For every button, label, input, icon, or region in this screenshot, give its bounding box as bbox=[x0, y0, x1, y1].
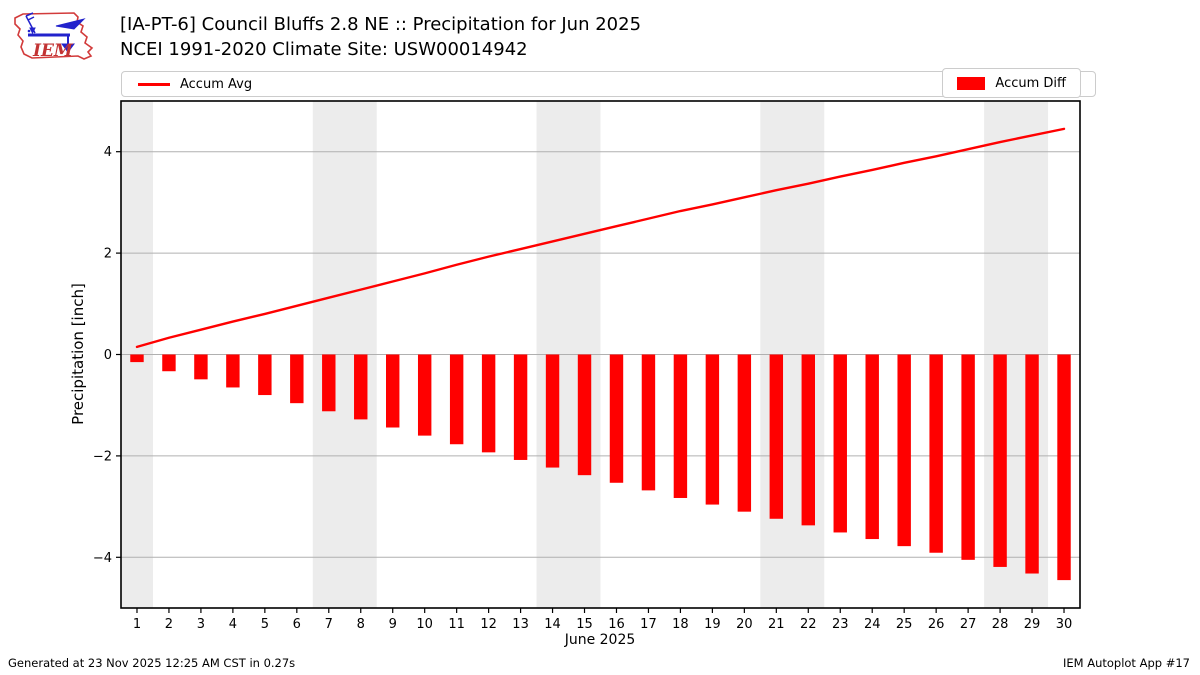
accum-diff-label: Accum Diff bbox=[995, 75, 1066, 91]
x-tick-label: 8 bbox=[357, 617, 365, 632]
y-tick-label: −4 bbox=[93, 551, 112, 566]
logo-text: IEM bbox=[32, 41, 74, 61]
weather-station-icon bbox=[25, 12, 86, 53]
x-tick-label: 18 bbox=[672, 617, 689, 632]
x-tick-label: 21 bbox=[768, 617, 785, 632]
x-tick-label: 2 bbox=[165, 617, 173, 632]
accum-diff-bar bbox=[162, 354, 176, 372]
accum-diff-bar bbox=[577, 354, 592, 476]
x-tick-label: 25 bbox=[896, 617, 913, 632]
x-tick-label: 10 bbox=[416, 617, 433, 632]
accum-diff-bar bbox=[929, 354, 943, 553]
accum-diff-bar bbox=[481, 354, 496, 453]
accum-diff-bar bbox=[897, 354, 911, 547]
accum-diff-bar bbox=[993, 354, 1007, 567]
chart-title: [IA-PT-6] Council Bluffs 2.8 NE :: Preci… bbox=[120, 14, 642, 35]
accum-diff-bar bbox=[386, 354, 400, 428]
x-tick-label: 29 bbox=[1024, 617, 1041, 632]
iowa-outline-icon bbox=[14, 12, 94, 60]
accum-diff-bar bbox=[833, 354, 847, 533]
accum-diff-bar bbox=[417, 354, 432, 436]
accum-diff-bar bbox=[705, 354, 720, 505]
x-tick-label: 28 bbox=[992, 617, 1009, 632]
accum-diff-bar bbox=[865, 354, 879, 540]
accum-avg-label: Accum Avg bbox=[180, 76, 253, 92]
accum-diff-bar bbox=[322, 354, 336, 412]
x-tick-label: 20 bbox=[736, 617, 753, 632]
accum-diff-bars bbox=[130, 354, 1071, 581]
accum-diff-bar bbox=[354, 354, 368, 420]
x-tick-label: 6 bbox=[293, 617, 301, 632]
x-tick-label: 17 bbox=[640, 617, 657, 632]
y-tick-label: −2 bbox=[93, 449, 112, 464]
x-tick-label: 11 bbox=[448, 617, 465, 632]
x-tick-label: 4 bbox=[229, 617, 237, 632]
x-tick-label: 1 bbox=[133, 617, 141, 632]
x-tick-label: 3 bbox=[197, 617, 205, 632]
chart-subtitle: NCEI 1991-2020 Climate Site: USW00014942 bbox=[120, 39, 528, 60]
x-tick-label: 14 bbox=[544, 617, 561, 632]
accum-avg-line bbox=[135, 127, 1066, 349]
x-tick-label: 23 bbox=[832, 617, 849, 632]
x-tick-label: 9 bbox=[389, 617, 397, 632]
y-tick-label: 0 bbox=[104, 348, 112, 363]
accum-diff-bar-swatch bbox=[957, 76, 986, 90]
accum-diff-bar bbox=[545, 354, 560, 468]
accum-diff-bar bbox=[961, 354, 975, 560]
x-tick-label: 16 bbox=[608, 617, 625, 632]
x-tick-label: 30 bbox=[1056, 617, 1073, 632]
app-credit: IEM Autoplot App #17 bbox=[1062, 656, 1190, 670]
x-tick-label: 15 bbox=[576, 617, 593, 632]
accum-diff-bar bbox=[641, 354, 656, 491]
y-axis-label: Precipitation [inch] bbox=[69, 283, 87, 425]
legend-accum-avg: Accum Avg bbox=[121, 71, 1096, 97]
gridlines bbox=[121, 151, 1080, 558]
x-tick-label: 13 bbox=[512, 617, 529, 632]
generated-timestamp: Generated at 23 Nov 2025 12:25 AM CST in… bbox=[8, 656, 296, 670]
y-tick-label: 4 bbox=[104, 145, 112, 160]
legend-row: Accum Avg Accum Diff bbox=[121, 68, 1096, 98]
x-axis-ticks: 1 2 3 4 5 6 7 8 9 10 11 12 13 14 15 16 17 18 19 20 21 22 23 24 2… bbox=[133, 608, 1072, 632]
x-tick-label: 12 bbox=[480, 617, 497, 632]
x-tick-label: 26 bbox=[928, 617, 945, 632]
y-axis-ticks: 4 2 0 −2 −4 bbox=[93, 145, 121, 566]
accum-diff-bar bbox=[801, 354, 815, 526]
x-tick-label: 22 bbox=[800, 617, 817, 632]
legend-accum-diff: Accum Diff bbox=[942, 68, 1081, 98]
accum-avg-line-swatch bbox=[138, 82, 170, 86]
accum-diff-bar bbox=[449, 354, 464, 445]
x-tick-label: 19 bbox=[704, 617, 721, 632]
x-tick-label: 7 bbox=[325, 617, 333, 632]
accum-diff-bar bbox=[290, 354, 304, 404]
accum-diff-bar bbox=[673, 354, 688, 498]
accum-diff-bar bbox=[609, 354, 624, 483]
chart-title-block: [IA-PT-6] Council Bluffs 2.8 NE :: Preci… bbox=[120, 12, 641, 62]
x-axis-label: June 2025 bbox=[564, 632, 636, 648]
accum-diff-bar bbox=[194, 354, 208, 380]
y-tick-label: 2 bbox=[104, 247, 112, 262]
x-tick-label: 5 bbox=[261, 617, 269, 632]
accum-diff-bar bbox=[130, 354, 144, 363]
x-tick-label: 24 bbox=[864, 617, 881, 632]
iem-logo: IEM bbox=[14, 12, 94, 61]
accum-diff-bar bbox=[258, 354, 272, 396]
accum-diff-bar bbox=[513, 354, 528, 460]
accum-diff-bar bbox=[1057, 354, 1071, 581]
accum-diff-bar bbox=[1025, 354, 1039, 574]
x-tick-label: 27 bbox=[960, 617, 977, 632]
accum-diff-bar bbox=[737, 354, 752, 512]
accum-diff-bar bbox=[226, 354, 240, 388]
accum-diff-bar bbox=[769, 354, 784, 519]
